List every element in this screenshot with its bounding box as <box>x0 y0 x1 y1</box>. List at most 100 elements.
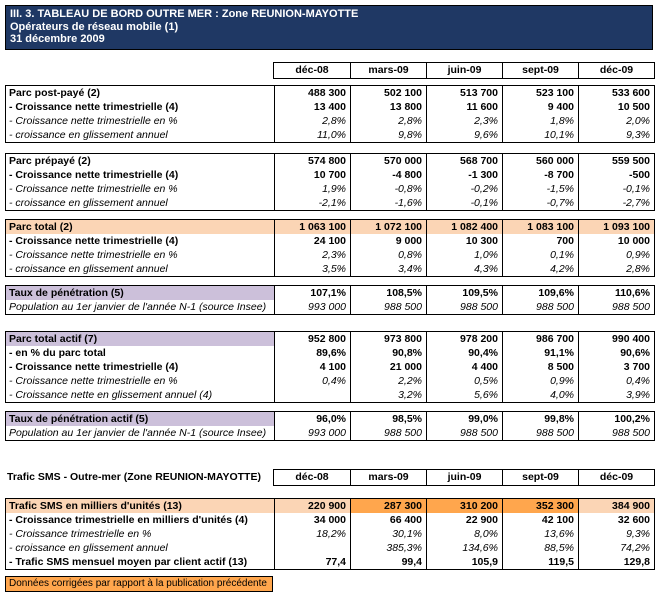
cell-value: 91,1% <box>502 345 578 360</box>
cell-value: 533 600 <box>578 85 654 100</box>
cell-value: 77,4 <box>274 554 350 569</box>
cell-value: 2,8% <box>350 113 426 128</box>
cell-value: 523 100 <box>502 85 578 100</box>
column-header: juin-09 <box>426 469 502 485</box>
table-row: - Croissance nette trimestrielle en % 2,3… <box>6 247 654 262</box>
cell-value: 10 000 <box>578 233 654 248</box>
date-header-box: déc-08 mars-09 juin-09 sept-09 déc-09 <box>273 61 655 79</box>
row-label: Taux de pénétration (5) <box>6 285 274 300</box>
report-date: 31 décembre 2009 <box>10 33 105 45</box>
report-subtitle: Opérateurs de réseau mobile (1) <box>10 20 179 33</box>
cell-value: 0,8% <box>350 247 426 262</box>
table-row: - Croissance nette trimestrielle en % 0,4… <box>6 373 654 388</box>
row-label: - Croissance nette trimestrielle (4) <box>9 100 179 113</box>
cell-value: 2,8% <box>578 261 654 276</box>
cell-value: -0,7% <box>502 195 578 210</box>
column-header: déc-08 <box>295 471 329 483</box>
section-taux-penetration-actif: Taux de pénétration actif (5) 96,0% 98,5% 9… <box>5 410 655 441</box>
row-label: Parc post-payé (2) <box>9 86 101 99</box>
row-label: - en % du parc total <box>9 346 106 359</box>
cell-value: 2,3% <box>426 113 502 128</box>
row-label: Population au 1er janvier de l'année N-1… <box>9 300 267 313</box>
table-row: Taux de pénétration (5) 107,1% 108,5% 109,5… <box>6 285 654 300</box>
cell-value: 30,1% <box>350 526 426 541</box>
cell-value: -4 800 <box>350 167 426 182</box>
table-row: Parc total actif (7) 952 800 973 800 978 20… <box>6 331 654 346</box>
cell-value: 1 093 100 <box>578 219 654 234</box>
cell-value: 109,6% <box>502 285 578 300</box>
cell-value: 11,0% <box>274 127 350 142</box>
cell-value: 110,6% <box>578 285 654 300</box>
cell-value: 1 082 400 <box>426 219 502 234</box>
table-row: - Croissance nette trimestrielle en % 2,8… <box>6 113 654 128</box>
row-label: - Trafic SMS mensuel moyen par client ac… <box>9 555 248 568</box>
cell-value: 129,8 <box>578 554 654 569</box>
column-header: mars-09 <box>350 469 426 485</box>
cell-value: 4,0% <box>502 387 578 402</box>
cell-value: 0,4% <box>578 373 654 388</box>
cell-value: 559 500 <box>578 153 654 168</box>
section-trafic-sms: Trafic SMS en milliers d'unités (13) 220 … <box>5 497 655 570</box>
row-label: Parc total actif (7) <box>6 331 274 346</box>
cell-value: 96,0% <box>274 411 350 426</box>
row-label: - Croissance nette trimestrielle en % <box>9 114 178 127</box>
row-label: - croissance en glissement annuel <box>9 196 168 209</box>
report-header: III. 3. TABLEAU DE BORD OUTRE MER : Zone… <box>5 5 653 50</box>
row-label: - Croissance trimestrielle en % <box>9 527 152 540</box>
cell-value: 0,9% <box>502 373 578 388</box>
cell-value: 3,5% <box>274 261 350 276</box>
cell-value: 88,5% <box>502 540 578 555</box>
cell-value: 287 300 <box>350 498 426 513</box>
cell-value: 570 000 <box>350 153 426 168</box>
cell-value: 1 083 100 <box>502 219 578 234</box>
date-header-box: déc-08 mars-09 juin-09 sept-09 déc-09 <box>273 468 655 486</box>
row-label: Population au 1er janvier de l'année N-1… <box>9 426 267 439</box>
column-header: déc-09 <box>578 469 654 485</box>
cell-value: 0,5% <box>426 373 502 388</box>
cell-value: 66 400 <box>350 512 426 527</box>
column-header: déc-09 <box>578 62 654 78</box>
table-row: - croissance en glissement annuel 385,3% 1… <box>6 540 654 555</box>
cell-value: 8,0% <box>426 526 502 541</box>
row-label: - Croissance trimestrielle en milliers d… <box>9 513 248 526</box>
section-label <box>5 62 273 79</box>
cell-value: 986 700 <box>502 331 578 346</box>
cell-value: 32 600 <box>578 512 654 527</box>
cell-value: 105,9 <box>426 554 502 569</box>
cell-value: -8 700 <box>502 167 578 182</box>
cell-value: 988 500 <box>426 299 502 314</box>
column-header-row: déc-08 mars-09 juin-09 sept-09 déc-09 <box>5 61 655 79</box>
column-header: sept-09 <box>502 62 578 78</box>
cell-value: 1,0% <box>426 247 502 262</box>
cell-value: 109,5% <box>426 285 502 300</box>
cell-value: 98,5% <box>350 411 426 426</box>
cell-value: 108,5% <box>350 285 426 300</box>
cell-value: 952 800 <box>274 331 350 346</box>
cell-value: 107,1% <box>274 285 350 300</box>
cell-value: 10 700 <box>274 167 350 182</box>
cell-value: 3,4% <box>350 261 426 276</box>
table-row: Parc total (2) 1 063 100 1 072 100 1 082 40… <box>6 219 654 234</box>
row-label: - Croissance nette trimestrielle en % <box>9 248 178 261</box>
cell-value: -0,1% <box>426 195 502 210</box>
cell-value: 13,6% <box>502 526 578 541</box>
section-label: Trafic SMS - Outre-mer (Zone REUNION-MAY… <box>7 471 261 483</box>
sms-column-header-row: Trafic SMS - Outre-mer (Zone REUNION-MAY… <box>5 468 655 486</box>
cell-value: 90,8% <box>350 345 426 360</box>
cell-value: 310 200 <box>426 498 502 513</box>
cell-value: 993 000 <box>274 425 350 440</box>
cell-value: 513 700 <box>426 85 502 100</box>
cell-value: -0,1% <box>578 181 654 196</box>
cell-value: 74,2% <box>578 540 654 555</box>
table-row: Trafic SMS en milliers d'unités (13) 220 … <box>6 498 654 513</box>
cell-value: 988 500 <box>502 299 578 314</box>
cell-value: 4 100 <box>274 359 350 374</box>
table-row: Population au 1er janvier de l'année N-1… <box>6 299 654 314</box>
table-row: - Croissance trimestrielle en % 18,2% 30,1… <box>6 526 654 541</box>
cell-value: -0,8% <box>350 181 426 196</box>
cell-value: 1 072 100 <box>350 219 426 234</box>
cell-value: 4,3% <box>426 261 502 276</box>
cell-value: 89,6% <box>274 345 350 360</box>
cell-value: 2,3% <box>274 247 350 262</box>
table-row: - Croissance nette trimestrielle (4) 13 4… <box>6 99 654 114</box>
